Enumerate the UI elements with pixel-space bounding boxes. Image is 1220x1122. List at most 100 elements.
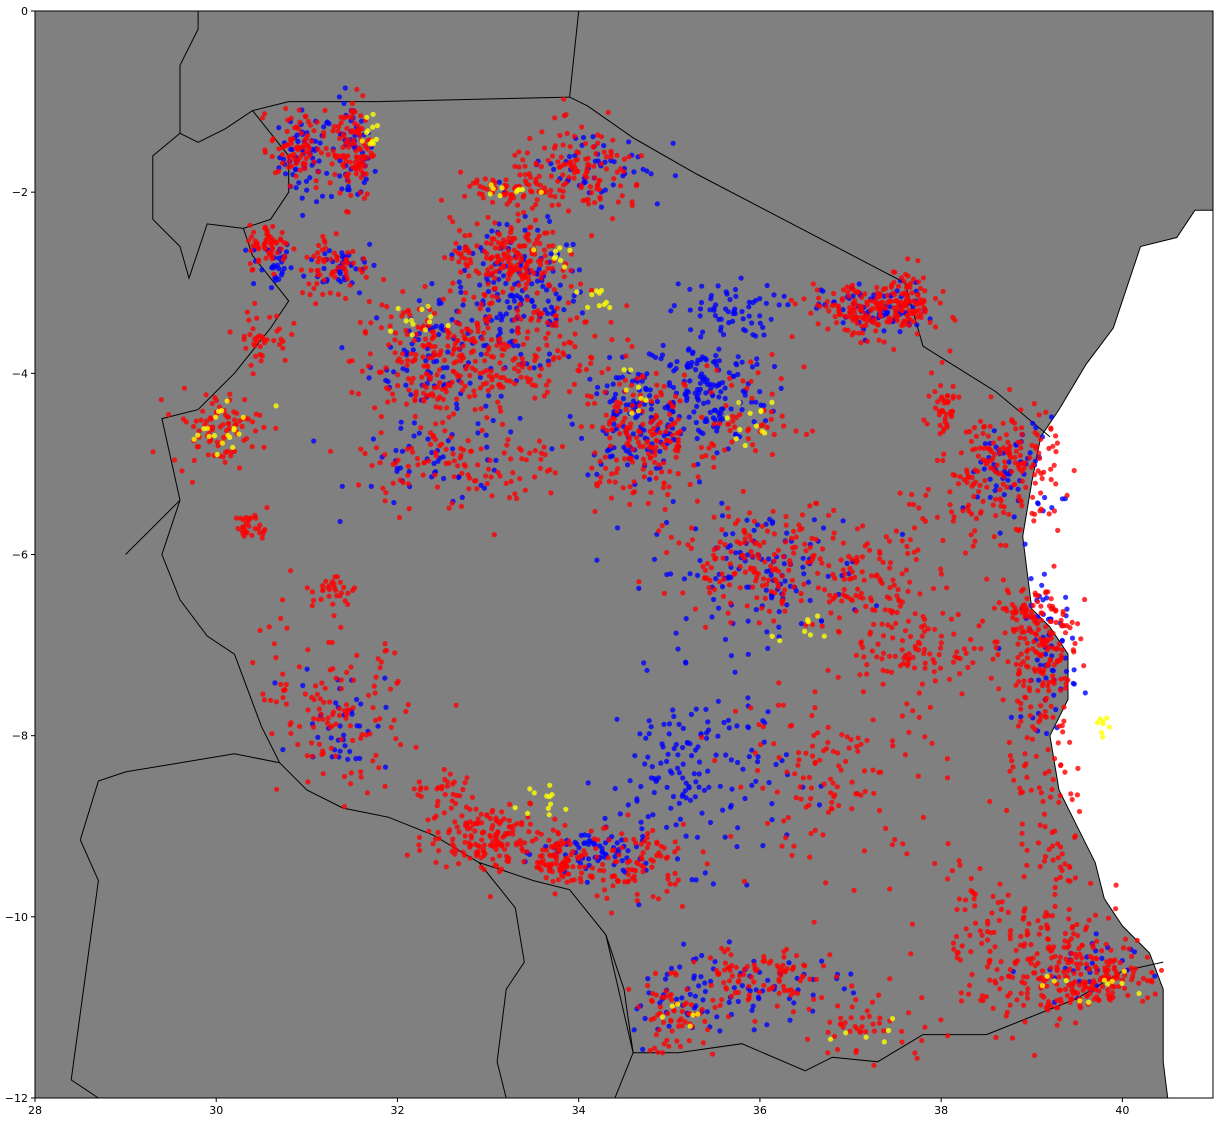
- data-point: [405, 463, 411, 469]
- data-point: [507, 267, 513, 273]
- data-point: [888, 669, 895, 675]
- data-point: [387, 323, 393, 329]
- data-point: [304, 132, 311, 138]
- data-point: [296, 664, 302, 670]
- data-point: [725, 610, 731, 616]
- data-point: [397, 477, 403, 483]
- data-point: [484, 444, 490, 450]
- data-point: [612, 785, 618, 792]
- data-point: [382, 452, 388, 458]
- data-point: [642, 761, 648, 767]
- data-point: [459, 328, 465, 334]
- data-point: [404, 367, 410, 373]
- data-point: [886, 538, 893, 544]
- data-point: [883, 534, 889, 540]
- data-point: [944, 585, 950, 591]
- data-point: [1047, 629, 1053, 635]
- data-point: [546, 378, 552, 384]
- data-point: [524, 849, 530, 855]
- data-point: [330, 601, 336, 607]
- data-point: [660, 342, 666, 348]
- data-point: [898, 299, 904, 305]
- data-point: [492, 220, 498, 226]
- data-point: [927, 651, 933, 657]
- data-point: [320, 291, 326, 297]
- data-point: [283, 241, 289, 247]
- data-point: [662, 506, 668, 512]
- data-point: [816, 295, 822, 301]
- data-point: [356, 290, 363, 296]
- data-point: [397, 340, 403, 346]
- data-point: [330, 709, 337, 715]
- data-point: [360, 93, 366, 99]
- data-point: [705, 719, 711, 725]
- data-point: [956, 394, 962, 400]
- data-point: [525, 329, 531, 335]
- border-line: [125, 499, 181, 555]
- data-point: [645, 754, 651, 760]
- data-point: [1024, 735, 1030, 741]
- data-point: [593, 845, 599, 852]
- data-point: [612, 404, 618, 410]
- data-point: [345, 144, 352, 150]
- data-point: [634, 891, 640, 898]
- data-point: [1018, 407, 1024, 413]
- data-point: [456, 346, 462, 352]
- data-point: [1049, 667, 1055, 673]
- data-point: [645, 983, 651, 989]
- data-point: [625, 337, 631, 343]
- data-point: [950, 659, 957, 665]
- data-point: [313, 185, 319, 191]
- data-point: [499, 421, 506, 427]
- data-point: [813, 976, 820, 983]
- data-point: [492, 245, 498, 251]
- data-point: [430, 841, 436, 847]
- data-point: [662, 405, 668, 411]
- data-point: [329, 639, 335, 646]
- data-point: [440, 296, 446, 302]
- data-point: [235, 526, 241, 532]
- data-point: [366, 298, 372, 305]
- data-point: [544, 310, 551, 317]
- data-point: [825, 724, 831, 731]
- data-point: [629, 459, 636, 465]
- data-point: [328, 271, 334, 278]
- data-point: [1055, 740, 1061, 746]
- data-point: [433, 859, 439, 865]
- data-point: [654, 201, 660, 207]
- data-point: [377, 665, 383, 671]
- data-point: [721, 332, 727, 338]
- data-point: [818, 287, 824, 293]
- data-point: [783, 752, 790, 758]
- data-point: [657, 1004, 664, 1010]
- data-point: [263, 255, 269, 261]
- data-point: [625, 812, 631, 818]
- data-point: [585, 401, 591, 407]
- data-point: [771, 431, 777, 438]
- data-point: [619, 845, 625, 851]
- data-point: [711, 359, 717, 365]
- data-point: [357, 132, 363, 138]
- data-point: [858, 303, 864, 309]
- data-point: [892, 653, 898, 660]
- data-point: [726, 370, 732, 376]
- data-point: [1042, 494, 1048, 501]
- data-point: [823, 746, 830, 752]
- data-point: [313, 199, 320, 205]
- data-point: [543, 335, 549, 341]
- data-point: [410, 449, 416, 455]
- data-point: [595, 132, 601, 138]
- data-point: [1038, 712, 1044, 719]
- data-point: [427, 374, 434, 381]
- data-point: [1030, 602, 1036, 609]
- data-point: [347, 282, 353, 288]
- data-point: [359, 368, 365, 374]
- data-point: [283, 681, 289, 688]
- data-point: [728, 653, 735, 659]
- data-point: [669, 403, 676, 409]
- data-point: [350, 260, 356, 266]
- data-point: [660, 1019, 667, 1025]
- data-point: [341, 584, 347, 591]
- data-point: [1026, 685, 1032, 691]
- data-point: [836, 308, 842, 315]
